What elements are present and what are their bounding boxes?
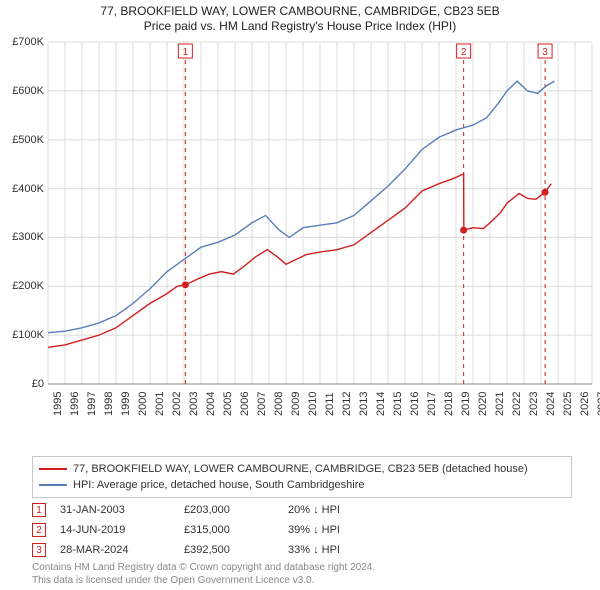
event-date: 31-JAN-2003 [60,504,170,516]
svg-text:1: 1 [183,47,189,58]
x-tick-label: 2017 [426,392,438,416]
y-tick-label: £100K [0,329,44,341]
y-tick-label: £300K [0,231,44,243]
svg-text:2: 2 [461,47,467,58]
page: 77, BROOKFIELD WAY, LOWER CAMBOURNE, CAM… [0,0,600,590]
event-date: 28-MAR-2024 [60,544,170,556]
x-tick-label: 1996 [69,392,81,416]
x-tick-label: 2005 [222,392,234,416]
event-vs-hpi: 33% ↓ HPI [288,544,340,556]
x-tick-label: 1998 [103,392,115,416]
legend-item: HPI: Average price, detached house, Sout… [39,477,565,493]
x-tick-label: 1999 [120,392,132,416]
legend-swatch [39,468,67,470]
legend-label: HPI: Average price, detached house, Sout… [73,479,364,491]
x-tick-label: 2014 [375,392,387,416]
title-line-1: 77, BROOKFIELD WAY, LOWER CAMBOURNE, CAM… [0,4,600,19]
x-tick-label: 1995 [52,392,64,416]
legend-label: 77, BROOKFIELD WAY, LOWER CAMBOURNE, CAM… [73,463,528,475]
x-tick-label: 2015 [392,392,404,416]
x-tick-label: 2012 [341,392,353,416]
x-tick-label: 2025 [562,392,574,416]
event-price: £203,000 [184,504,274,516]
x-tick-label: 2027 [596,392,600,416]
event-price: £315,000 [184,524,274,536]
legend-swatch [39,484,67,486]
x-tick-label: 2013 [358,392,370,416]
footer-attribution: Contains HM Land Registry data © Crown c… [32,562,572,587]
x-tick-label: 2023 [528,392,540,416]
svg-text:3: 3 [542,47,548,58]
event-row: 1 31-JAN-2003 £203,000 20% ↓ HPI [32,500,572,520]
title-line-2: Price paid vs. HM Land Registry's House … [0,19,600,34]
y-tick-label: £400K [0,183,44,195]
x-tick-label: 1997 [86,392,98,416]
event-row: 2 14-JUN-2019 £315,000 39% ↓ HPI [32,520,572,540]
x-tick-label: 2026 [579,392,591,416]
x-tick-label: 2020 [477,392,489,416]
x-tick-label: 2021 [494,392,506,416]
x-tick-label: 2002 [171,392,183,416]
event-vs-hpi: 39% ↓ HPI [288,524,340,536]
legend-item: 77, BROOKFIELD WAY, LOWER CAMBOURNE, CAM… [39,461,565,477]
x-tick-label: 2000 [137,392,149,416]
x-tick-label: 2010 [307,392,319,416]
event-marker-icon: 1 [32,503,46,517]
y-tick-label: £500K [0,134,44,146]
x-tick-label: 2008 [273,392,285,416]
y-tick-label: £200K [0,280,44,292]
y-tick-label: £0 [0,378,44,390]
event-marker-icon: 2 [32,523,46,537]
x-tick-label: 2009 [290,392,302,416]
y-tick-label: £700K [0,36,44,48]
x-tick-label: 2004 [205,392,217,416]
x-tick-label: 2018 [443,392,455,416]
x-tick-label: 2011 [324,392,336,416]
chart-area: 1 2 3 £0 £100K £200K £300K £400K £500K £600K £700… [0,38,600,418]
x-tick-label: 2006 [239,392,251,416]
event-row: 3 28-MAR-2024 £392,500 33% ↓ HPI [32,540,572,560]
event-price: £392,500 [184,544,274,556]
x-tick-label: 2019 [460,392,472,416]
footer-line-2: This data is licensed under the Open Gov… [32,575,572,588]
event-marker-icon: 3 [32,543,46,557]
events-table: 1 31-JAN-2003 £203,000 20% ↓ HPI 2 14-JU… [32,500,572,560]
x-tick-label: 2024 [545,392,557,416]
footer-line-1: Contains HM Land Registry data © Crown c… [32,562,572,575]
event-date: 14-JUN-2019 [60,524,170,536]
x-tick-label: 2022 [511,392,523,416]
y-tick-label: £600K [0,85,44,97]
legend: 77, BROOKFIELD WAY, LOWER CAMBOURNE, CAM… [32,456,572,498]
chart-svg: 1 2 3 [0,38,600,418]
x-tick-label: 2001 [154,392,166,416]
x-tick-label: 2003 [188,392,200,416]
chart-title: 77, BROOKFIELD WAY, LOWER CAMBOURNE, CAM… [0,0,600,34]
x-tick-label: 2016 [409,392,421,416]
x-tick-label: 2007 [256,392,268,416]
event-vs-hpi: 20% ↓ HPI [288,504,340,516]
